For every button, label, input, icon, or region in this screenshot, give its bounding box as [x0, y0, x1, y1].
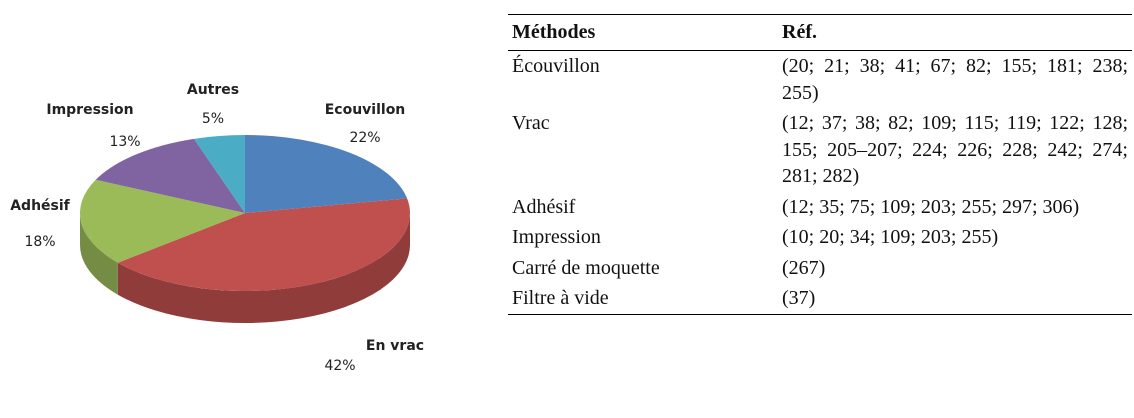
header-cell: Méthodes [508, 14, 778, 51]
method-cell: Vrac [512, 112, 550, 134]
slice-value-label: 22% [349, 130, 380, 146]
reference-cell: (12; 37; 38; 82; 109; 115; 119; 122; 128… [782, 112, 1128, 187]
method-cell: Carré de moquette [512, 256, 660, 279]
header-row: Méthodes Réf. [508, 14, 1132, 51]
header-cell: Réf. [778, 14, 1132, 51]
method-cell: Impression [512, 226, 601, 248]
slice-label: Impression [46, 102, 133, 118]
pie-slice [95, 138, 245, 213]
reference-cell: (20; 21; 38; 41; 67; 82; 155; 181; 238; … [782, 55, 1128, 104]
slice-value-label: 5% [202, 111, 224, 127]
table-row: Vrac (12; 37; 38; 82; 109; 115; 119; 122;… [508, 108, 1132, 192]
table-row: Écouvillon (20; 21; 38; 41; 67; 82; 155; … [508, 51, 1132, 109]
slice-label: Adhésif [10, 198, 70, 214]
reference-cell: (10; 20; 34; 109; 203; 255) [782, 226, 999, 248]
reference-cell: (37) [778, 283, 1132, 315]
slice-value-label: 42% [324, 358, 355, 374]
slice-value-label: 13% [109, 134, 140, 150]
pie-slice [79, 179, 245, 263]
reference-cell: (267) [782, 256, 826, 279]
pie-slice-side [80, 213, 118, 295]
slice-label: Autres [187, 82, 239, 98]
methods-table: Méthodes Réf. Écouvillon (20; 21; 38; 41;… [508, 14, 1132, 315]
table-row: Adhésif (12; 35; 75; 109; 203; 255; 297; … [508, 192, 1132, 223]
table-row: Impression (10; 20; 34; 109; 203; 255) [508, 222, 1132, 253]
slice-label: Ecouvillon [325, 102, 406, 118]
slice-value-label: 18% [24, 234, 55, 250]
method-cell: Adhésif [512, 195, 576, 218]
table-row: Carré de moquette (267) [508, 253, 1132, 284]
pie-slice [194, 135, 245, 213]
method-cell: Filtre à vide [508, 283, 778, 315]
reference-cell: (12; 35; 75; 109; 203; 255; 297; 306) [782, 195, 1080, 218]
method-cell: Écouvillon [512, 55, 600, 77]
pie-chart: Ecouvillon 22% En vrac 42% Adhésif 18% Impress… [10, 82, 424, 374]
pie-slice-side [117, 213, 410, 323]
pie-slice [117, 198, 410, 291]
pie-slice [245, 135, 408, 213]
table-row: Filtre à vide (37) [508, 283, 1132, 315]
slice-label: En vrac [366, 338, 424, 354]
